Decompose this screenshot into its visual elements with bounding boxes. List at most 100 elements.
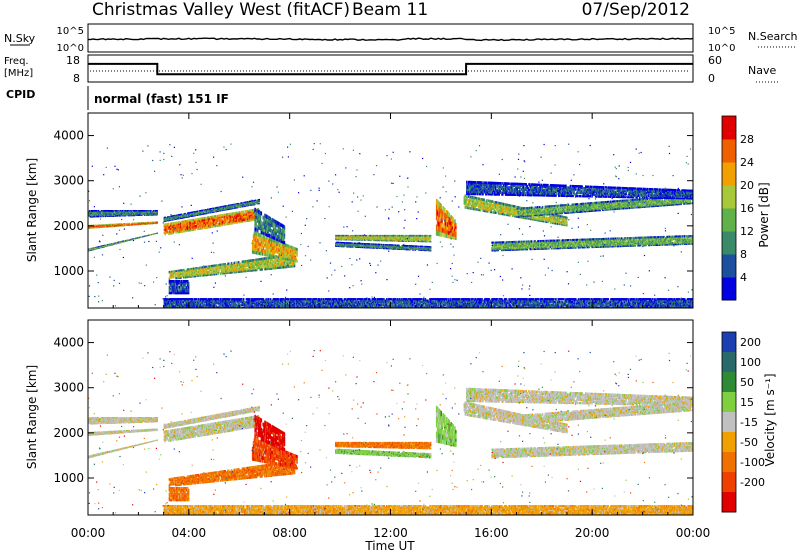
power-cell [248, 211, 251, 214]
power-cell [98, 224, 101, 226]
power-cell [111, 243, 113, 245]
power-cell [182, 222, 185, 225]
power-cell [192, 218, 194, 222]
power-cell [241, 212, 243, 215]
power-cell [179, 213, 182, 216]
power-cell [97, 212, 99, 215]
power-cell [216, 216, 218, 219]
power-cell [241, 202, 243, 204]
power-cell [100, 212, 103, 215]
nave-label: Nave [748, 64, 776, 77]
power-cell [211, 223, 213, 227]
power-cell [119, 211, 121, 214]
power-cell [234, 212, 236, 215]
power-cell [111, 223, 113, 225]
power-cell [207, 208, 209, 210]
power-cell [143, 210, 146, 213]
power-cell [245, 204, 247, 206]
power-cell [100, 213, 103, 216]
power-cell [121, 223, 123, 225]
power-cell [223, 205, 225, 207]
power-cell [183, 220, 185, 223]
power-cell [88, 248, 90, 250]
power-cell [140, 210, 142, 212]
power-cell [188, 212, 190, 214]
power-cell [226, 213, 229, 216]
power-cell [115, 210, 117, 213]
power-cell [107, 210, 110, 212]
power-cell [104, 215, 106, 218]
power-cell [214, 215, 216, 218]
power-cell [109, 243, 112, 245]
power-cell [151, 221, 153, 223]
power-cell [170, 224, 172, 227]
power-cell [111, 215, 113, 217]
power-cell [116, 241, 119, 243]
power-cell [169, 216, 171, 218]
power-cell [97, 210, 100, 212]
power-cell [225, 216, 227, 220]
power-cell [149, 212, 151, 214]
power-cell [186, 229, 188, 232]
power-cell [168, 224, 170, 227]
power-cell [181, 222, 184, 225]
power-cell [178, 224, 180, 227]
power-cell [213, 215, 215, 218]
power-cell [89, 212, 92, 214]
power-cell [141, 222, 143, 224]
power-cell [239, 220, 241, 224]
power-cell [98, 246, 101, 248]
power-cell [108, 212, 111, 215]
power-cell [224, 205, 226, 207]
power-cell [135, 222, 138, 224]
power-cell [188, 227, 190, 230]
power-cell [252, 212, 254, 215]
power-cell [96, 225, 98, 227]
power-cell [108, 210, 111, 213]
power-cell [207, 211, 209, 213]
power-cell [239, 212, 241, 216]
power-cell [93, 247, 95, 249]
power-cell [97, 215, 100, 218]
power-cell [110, 214, 112, 217]
power-cell [105, 211, 107, 214]
power-cell [145, 235, 148, 237]
power-cell [194, 225, 196, 228]
power-cell [174, 221, 176, 225]
power-cell [119, 223, 121, 225]
power-cell [245, 213, 247, 216]
power-cell [169, 232, 171, 235]
power-cell [151, 233, 154, 235]
power-cell [169, 229, 171, 232]
power-cell [109, 210, 112, 212]
power-cell [173, 275, 175, 278]
power-cell [183, 223, 185, 226]
power-cell [88, 211, 90, 213]
power-cell [192, 226, 194, 230]
power-cell [429, 240, 432, 243]
power-cell [240, 217, 242, 220]
power-cell [88, 210, 91, 212]
power-cell [151, 234, 153, 235]
power-cell [245, 218, 247, 221]
power-cell [111, 224, 113, 226]
power-cell [241, 217, 243, 220]
power-cell [205, 221, 207, 224]
power-cell [180, 230, 183, 233]
power-cell [125, 210, 128, 212]
power-cell [184, 216, 186, 219]
power-cell [179, 217, 181, 219]
power-cell [173, 214, 176, 217]
power-cell [245, 214, 248, 218]
power-cell [212, 210, 214, 212]
power-cell [134, 210, 137, 213]
power-cell [231, 204, 233, 206]
power-cell [156, 221, 158, 223]
power-cell [186, 227, 188, 231]
power-cell [197, 226, 199, 229]
power-cell [96, 212, 98, 215]
power-cell [107, 214, 110, 217]
power-cell [226, 205, 229, 207]
power-cell [164, 223, 166, 226]
power-cell [222, 220, 224, 223]
